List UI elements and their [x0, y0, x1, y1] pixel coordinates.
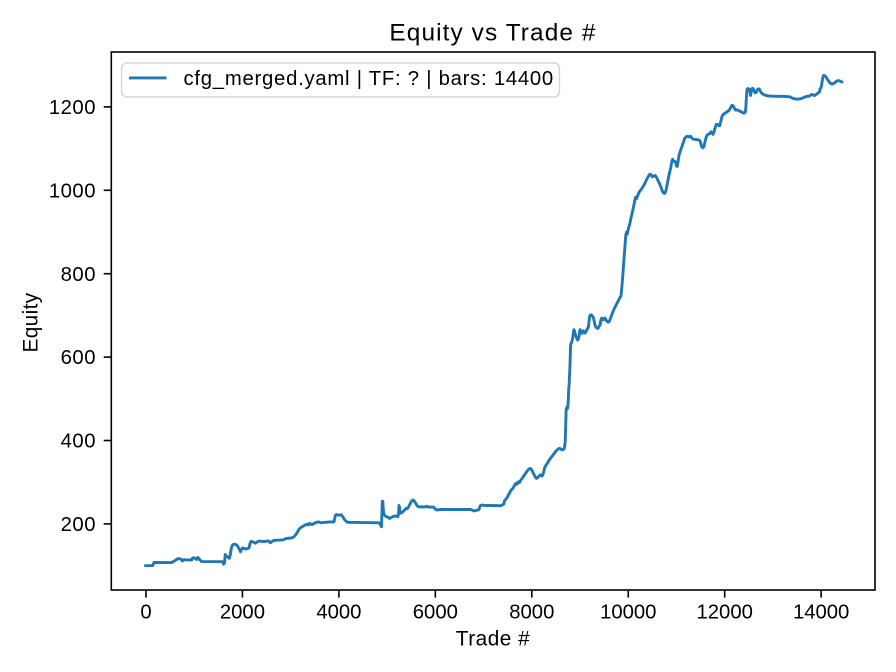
- svg-text:4000: 4000: [316, 602, 361, 624]
- svg-text:600: 600: [61, 347, 96, 369]
- svg-text:cfg_merged.yaml | TF: ? | bars: cfg_merged.yaml | TF: ? | bars: 14400: [184, 68, 554, 90]
- svg-text:Equity: Equity: [20, 292, 43, 352]
- svg-text:6000: 6000: [413, 602, 458, 624]
- svg-text:0: 0: [140, 602, 151, 624]
- svg-text:400: 400: [61, 431, 96, 453]
- svg-text:12000: 12000: [696, 602, 752, 624]
- svg-text:1000: 1000: [49, 180, 96, 202]
- svg-text:800: 800: [61, 264, 96, 286]
- svg-text:10000: 10000: [600, 602, 656, 624]
- svg-text:1200: 1200: [49, 97, 96, 119]
- svg-text:8000: 8000: [509, 602, 554, 624]
- svg-text:Equity vs Trade #: Equity vs Trade #: [389, 20, 596, 47]
- svg-text:200: 200: [61, 514, 96, 536]
- svg-text:2000: 2000: [220, 602, 265, 624]
- svg-text:14000: 14000: [793, 602, 849, 624]
- svg-text:Trade #: Trade #: [456, 627, 530, 650]
